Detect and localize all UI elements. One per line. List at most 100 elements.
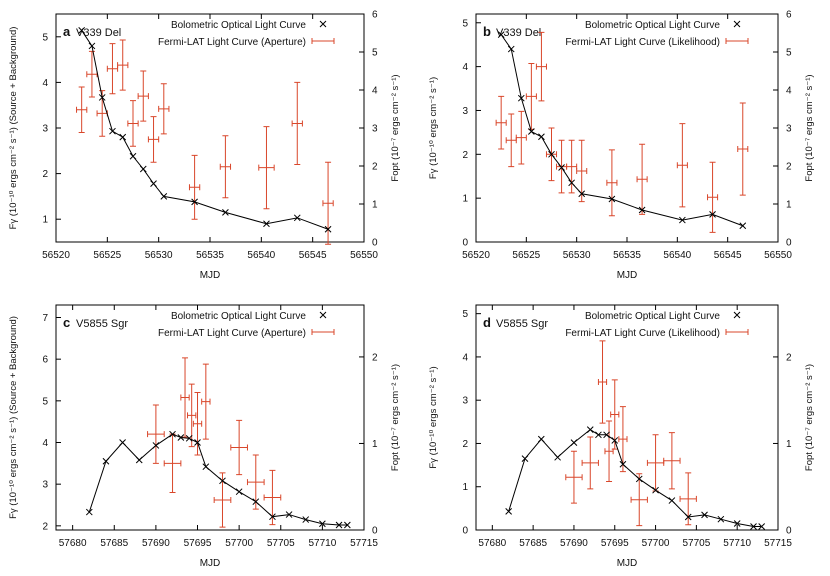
fermi-point — [219, 135, 232, 199]
fermi-point — [663, 432, 681, 490]
legend-optical-marker — [733, 311, 741, 319]
fermi-point — [556, 139, 568, 194]
y-tick-label: 1 — [462, 194, 468, 205]
optical-point — [263, 220, 270, 228]
fermi-point — [636, 143, 648, 215]
optical-point — [302, 516, 310, 523]
y2-tick-label: 6 — [786, 10, 792, 21]
optical-point — [521, 455, 529, 462]
legend-optical-marker — [319, 20, 327, 28]
optical-curve — [508, 429, 762, 528]
optical-curve — [500, 34, 743, 227]
x-tick-label: 56540 — [247, 250, 275, 261]
x-tick-label: 56540 — [663, 250, 691, 261]
optical-point — [679, 216, 686, 224]
fermi-point — [201, 363, 211, 440]
y-tick-label: 5 — [462, 18, 468, 29]
legend-fermi-label: Fermi-LAT Light Curve (Aperture) — [158, 328, 306, 339]
fermi-point — [117, 39, 129, 91]
legend-fermi-marker — [725, 38, 749, 44]
fermi-point — [707, 161, 719, 233]
optical-point — [252, 498, 260, 506]
fermi-point — [618, 406, 628, 473]
y2-tick-label: 5 — [372, 48, 378, 59]
optical-point — [603, 431, 610, 439]
x-tick-label: 56525 — [93, 250, 121, 261]
optical-point — [129, 152, 137, 160]
y-tick-label: 2 — [42, 169, 48, 180]
x-axis-label: MJD — [200, 270, 221, 281]
y2-tick-label: 2 — [786, 352, 792, 363]
optical-point — [222, 209, 229, 216]
y-tick-label: 1 — [42, 215, 48, 226]
panel-name: V339 Del — [76, 27, 121, 39]
legend-fermi-label: Fermi-LAT Light Curve (Likelihood) — [565, 328, 720, 339]
y-tick-label: 6 — [42, 355, 48, 366]
optical-point — [528, 128, 535, 135]
panel-name: V5855 Sgr — [76, 318, 128, 330]
fermi-point — [76, 86, 88, 134]
panel-name: V5855 Sgr — [496, 318, 548, 330]
optical-point — [505, 508, 513, 515]
x-tick-label: 56550 — [764, 250, 792, 261]
x-axis-label: MJD — [200, 558, 221, 569]
optical-point — [635, 475, 643, 483]
optical-point — [139, 165, 147, 173]
optical-point — [85, 508, 93, 516]
fermi-point — [258, 126, 275, 210]
fermi-point — [86, 50, 98, 98]
fermi-point — [495, 95, 507, 150]
y-tick-label: 0 — [462, 238, 468, 249]
y2-tick-label: 0 — [372, 526, 378, 537]
y-tick-label: 2 — [462, 150, 468, 161]
y-axis-label: Fγ (10⁻¹⁰ ergs cm⁻² s⁻¹) — [428, 77, 439, 179]
y2-tick-label: 5 — [786, 48, 792, 59]
optical-point — [758, 523, 766, 530]
fermi-point — [291, 81, 303, 165]
fermi-point — [525, 63, 537, 130]
optical-point — [750, 523, 757, 530]
y2-tick-label: 0 — [372, 238, 378, 249]
x-tick-label: 56545 — [714, 250, 742, 261]
legend-fermi-label: Fermi-LAT Light Curve (Aperture) — [158, 37, 306, 48]
y2-tick-label: 2 — [372, 162, 378, 173]
optical-point — [684, 513, 692, 521]
x-tick-label: 57700 — [225, 538, 253, 549]
fermi-point — [565, 450, 583, 504]
optical-point — [709, 211, 716, 218]
optical-point — [324, 225, 332, 233]
optical-point — [152, 442, 160, 449]
y2-tick-label: 1 — [372, 200, 378, 211]
chart-panel-c: 57680 57685 57690 57695 57700 57705 57710 57715… — [8, 304, 401, 569]
y-axis-label: Fγ (10⁻¹⁰ ergs cm⁻² s⁻¹) (Source + Backg… — [8, 316, 19, 519]
y-axis-label: Fγ (10⁻¹⁰ ergs cm⁻² s⁻¹) (Source + Backg… — [8, 27, 19, 230]
optical-point — [194, 439, 201, 446]
optical-point — [733, 520, 741, 527]
legend-optical-label: Bolometric Optical Light Curve — [585, 20, 720, 31]
fermi-point — [163, 433, 182, 493]
legend-optical-label: Bolometric Optical Light Curve — [171, 311, 306, 322]
fermi-point — [676, 123, 688, 208]
optical-point — [335, 521, 343, 529]
optical-point — [78, 27, 86, 34]
fermi-point — [147, 116, 160, 163]
y-axis-label: Fγ (10⁻¹⁰ ergs cm⁻² s⁻¹) — [428, 366, 439, 468]
y2-tick-label: 0 — [786, 526, 792, 537]
plot-frame — [475, 304, 779, 531]
plot-frame — [55, 304, 365, 531]
x-tick-label: 57705 — [682, 538, 710, 549]
y-tick-label: 4 — [462, 352, 468, 363]
panel-letter: b — [483, 24, 491, 39]
optical-point — [98, 94, 106, 101]
y-tick-label: 0 — [462, 526, 468, 537]
optical-point — [119, 439, 126, 446]
y2-tick-label: 1 — [372, 439, 378, 450]
x-tick-label: 57690 — [142, 538, 170, 549]
optical-point — [701, 511, 708, 519]
x-tick-label: 56535 — [613, 250, 641, 261]
legend-optical-marker — [733, 20, 741, 28]
y2-tick-label: 3 — [372, 124, 378, 135]
x-axis-label: MJD — [617, 270, 638, 281]
fermi-point — [213, 472, 232, 528]
